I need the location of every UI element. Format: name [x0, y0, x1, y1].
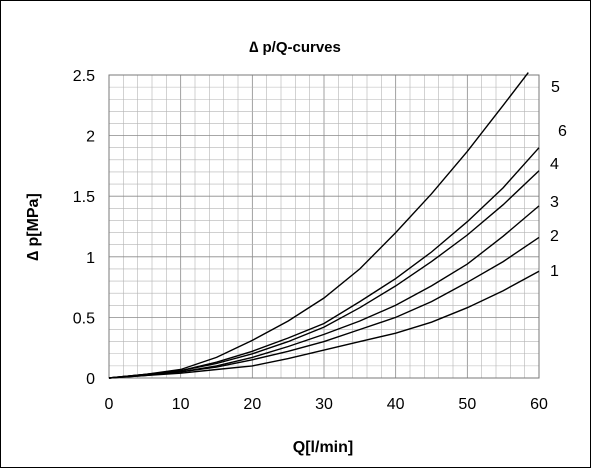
y-tick-label: 1.5	[73, 189, 95, 206]
x-tick-label: 20	[243, 396, 261, 413]
ticks-group: 0 10 20 30 40 50 60 0 0.5 1 1.5 2 2.5	[73, 68, 548, 413]
y-tick-label: 2	[86, 129, 95, 146]
series-line-2	[108, 236, 540, 379]
curve-label: 1	[550, 263, 559, 280]
series-line-4	[108, 170, 540, 379]
plot-border	[108, 74, 540, 379]
y-axis-label: ∆ p[MPa]	[25, 193, 42, 261]
y-tick-label: 0	[86, 371, 95, 388]
y-tick-label: 0.5	[73, 310, 95, 327]
y-tick-label: 2.5	[73, 68, 95, 85]
x-tick-label: 60	[530, 396, 548, 413]
x-tick-label: 50	[458, 396, 476, 413]
series-line-1	[108, 270, 540, 379]
grid	[108, 74, 540, 379]
curve-labels: 5 6 4 3 2 1	[550, 79, 567, 280]
curve-label: 2	[550, 228, 559, 245]
y-tick-label: 1	[86, 250, 95, 267]
x-axis-label: Q[l/min]	[293, 439, 353, 456]
x-tick-label: 0	[105, 396, 114, 413]
curve-label: 6	[558, 123, 567, 140]
series-line-5	[108, 72, 529, 379]
x-tick-label: 40	[387, 396, 405, 413]
x-tick-label: 10	[172, 396, 190, 413]
x-tick-label: 30	[315, 396, 333, 413]
curve-label: 5	[551, 79, 560, 96]
chart-title: ∆ p/Q-curves	[249, 39, 341, 56]
curve-label: 3	[550, 194, 559, 211]
series-group	[108, 72, 540, 379]
curve-label: 4	[550, 156, 559, 173]
